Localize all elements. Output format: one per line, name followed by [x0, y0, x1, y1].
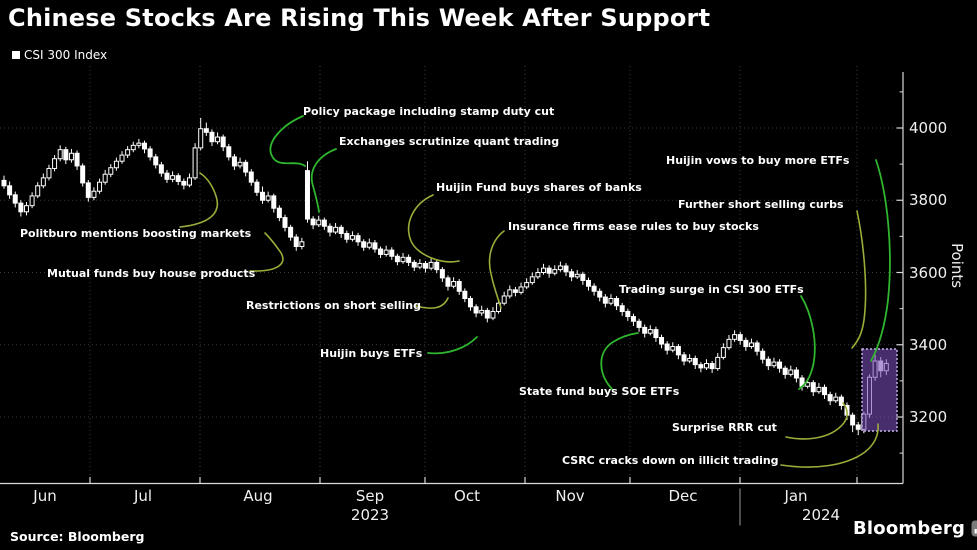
bar-chart-icon [971, 520, 977, 537]
legend: CSI 300 Index [12, 48, 107, 62]
bloomberg-wordmark: Bloomberg [853, 518, 966, 539]
legend-swatch-icon [12, 51, 20, 59]
page-title: Chinese Stocks Are Rising This Week Afte… [8, 4, 711, 32]
legend-label: CSI 300 Index [24, 48, 108, 62]
bloomberg-brand: Bloomberg [853, 518, 977, 539]
y-axis-title: Points [948, 243, 966, 289]
source-caption: Source: Bloomberg [10, 529, 145, 544]
